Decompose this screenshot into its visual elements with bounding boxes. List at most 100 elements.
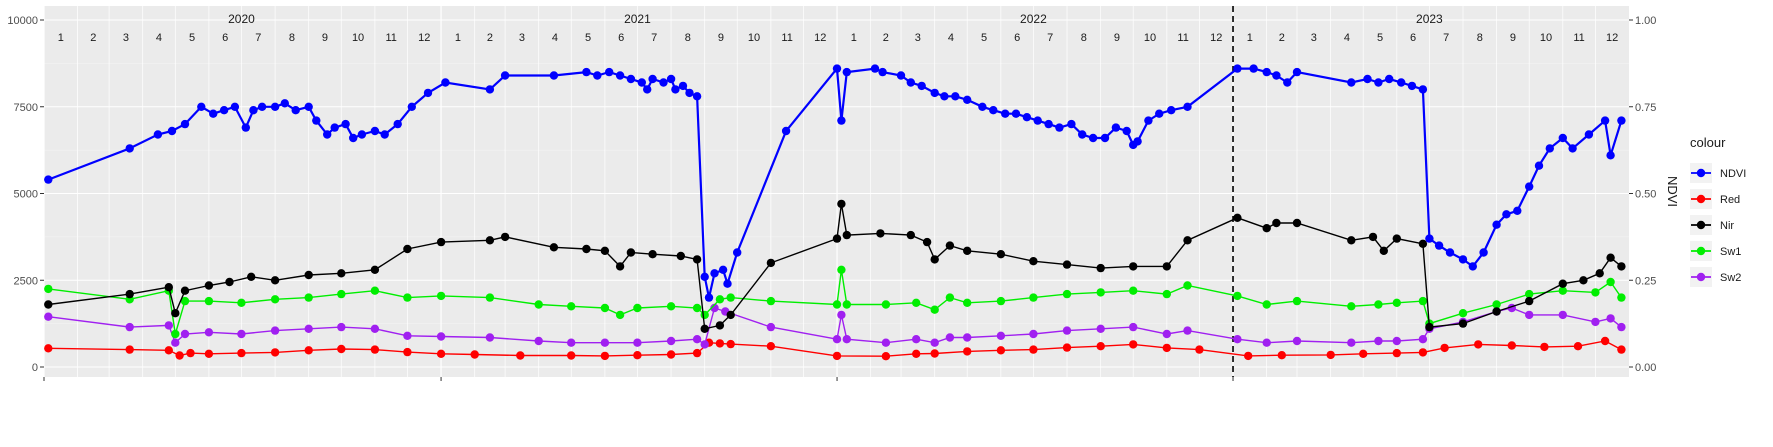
data-point-sw2: [567, 338, 576, 347]
month-label: 7: [651, 32, 657, 44]
data-point-red: [270, 348, 280, 357]
right-axis-tick-label: 0.75: [1635, 102, 1656, 114]
data-point-red: [1392, 348, 1402, 358]
data-point-sw1: [1617, 293, 1626, 302]
right-axis-tick-label: 1.00: [1635, 15, 1656, 27]
data-point-sw2: [1374, 336, 1383, 346]
data-point-ndvi: [1347, 78, 1356, 87]
data-point-ndvi: [1055, 123, 1064, 132]
data-point-ndvi: [1033, 116, 1042, 125]
data-point-ndvi: [978, 102, 987, 112]
data-point-sw1: [1096, 288, 1105, 297]
data-point-red: [237, 348, 246, 358]
month-label: 12: [1606, 32, 1618, 44]
data-point-sw2: [337, 322, 346, 332]
data-point-nir: [1458, 319, 1468, 328]
data-point-ndvi: [1011, 109, 1021, 118]
month-label: 6: [222, 32, 228, 44]
series-ndvi: [44, 64, 1626, 302]
data-point-nir: [1492, 307, 1501, 316]
data-point-ndvi: [330, 123, 339, 132]
data-point-sw2: [164, 321, 173, 330]
data-point-nir: [1029, 257, 1038, 266]
data-point-sw1: [766, 296, 776, 306]
month-label: 2: [1279, 32, 1285, 44]
data-point-nir: [270, 276, 280, 285]
data-point-ndvi: [710, 269, 719, 278]
data-point-nir: [403, 244, 412, 254]
series-sw2: [44, 303, 1626, 349]
data-point-nir: [1183, 236, 1192, 245]
data-point-sw2: [125, 322, 134, 332]
data-point-nir: [549, 243, 559, 252]
data-point-sw2: [945, 333, 955, 342]
month-label: 3: [123, 32, 129, 44]
right-axis-tick-label: 0.00: [1635, 362, 1656, 374]
data-point-ndvi: [1558, 133, 1568, 143]
month-label: 12: [814, 32, 826, 44]
data-point-ndvi: [1568, 144, 1577, 153]
legend-key-point: [1696, 220, 1706, 230]
data-point-ndvi: [626, 74, 636, 84]
data-point-sw1: [832, 300, 842, 309]
data-point-sw1: [1418, 296, 1428, 306]
data-point-ndvi: [1545, 144, 1555, 153]
month-label: 3: [519, 32, 525, 44]
series-nir: [44, 199, 1626, 333]
data-point-ndvi: [1525, 182, 1534, 191]
data-point-red: [1277, 351, 1287, 360]
data-point-sw2: [1617, 322, 1626, 332]
data-point-nir: [1595, 269, 1604, 278]
data-point-nir: [125, 289, 134, 299]
data-point-sw2: [204, 328, 214, 337]
month-label: 8: [685, 32, 691, 44]
data-point-red: [715, 339, 725, 348]
data-point-nir: [1129, 262, 1138, 271]
data-point-sw2: [1606, 314, 1615, 323]
data-point-nir: [582, 244, 591, 254]
data-point-nir: [945, 241, 955, 250]
data-point-nir: [1368, 232, 1378, 242]
data-point-ndvi: [896, 71, 906, 80]
data-point-ndvi: [1445, 248, 1455, 257]
month-label: 11: [385, 32, 396, 44]
data-point-ndvi: [1283, 78, 1292, 87]
year-label: 2020: [228, 12, 255, 26]
data-point-red: [1029, 345, 1038, 354]
data-point-sw1: [1292, 296, 1302, 306]
month-label: 2: [487, 32, 493, 44]
data-point-sw1: [44, 284, 53, 294]
data-point-red: [125, 345, 134, 354]
data-point-ndvi: [963, 95, 972, 105]
data-point-ndvi: [917, 81, 926, 91]
month-label: 4: [948, 32, 954, 44]
data-point-sw1: [1062, 289, 1072, 299]
month-label: 8: [289, 32, 295, 44]
data-point-ndvi: [549, 71, 559, 80]
data-point-ndvi: [692, 92, 702, 101]
data-point-sw2: [436, 332, 446, 341]
data-point-sw2: [304, 324, 313, 333]
legend-key-point: [1696, 194, 1706, 204]
data-point-sw1: [403, 293, 412, 302]
data-point-sw1: [1029, 293, 1038, 302]
data-point-nir: [1525, 296, 1534, 306]
data-point-sw1: [837, 265, 846, 274]
data-point-sw1: [337, 289, 346, 299]
month-label: 10: [352, 32, 364, 44]
data-point-ndvi: [951, 92, 960, 101]
data-point-ndvi: [1133, 137, 1142, 146]
data-point-sw1: [726, 293, 735, 302]
data-point-sw2: [171, 338, 180, 347]
data-point-sw2: [996, 331, 1006, 340]
data-point-sw2: [1062, 326, 1072, 335]
data-point-sw1: [1262, 300, 1271, 309]
data-point-nir: [337, 269, 346, 278]
data-point-red: [930, 349, 939, 358]
data-point-ndvi: [1479, 248, 1488, 257]
data-point-nir: [1425, 322, 1434, 332]
data-point-ndvi: [718, 265, 728, 274]
data-point-nir: [832, 234, 842, 243]
